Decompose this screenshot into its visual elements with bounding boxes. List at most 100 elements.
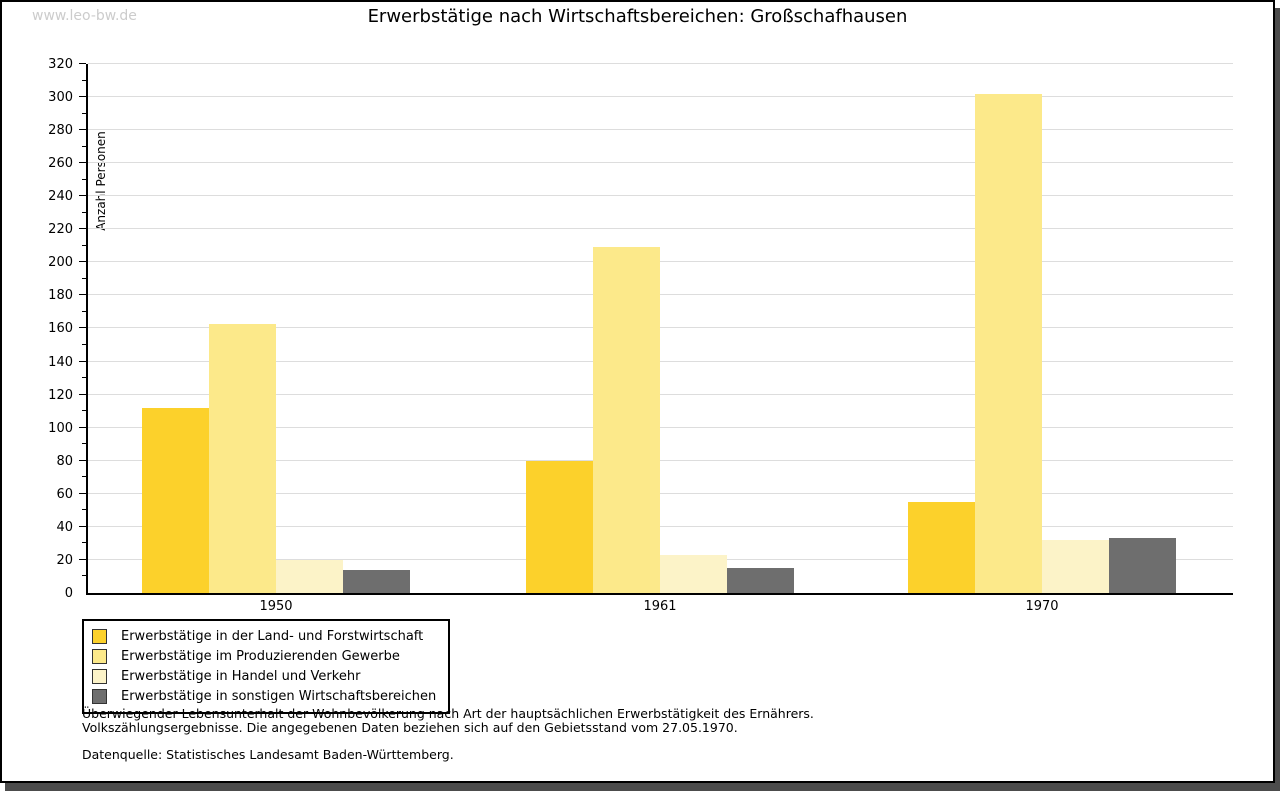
bar-1950-series-4 (343, 570, 410, 593)
legend-item: Erwerbstätige in Handel und Verkehr (92, 666, 436, 686)
bar-1961-series-2 (593, 247, 660, 593)
bar-1970-series-3 (1042, 540, 1109, 593)
legend-box: Erwerbstätige in der Land- und Forstwirt… (82, 619, 451, 714)
y-tick-label: 40 (56, 520, 73, 535)
gridline (88, 195, 1233, 196)
x-tick-label: 1961 (643, 599, 677, 614)
gridline (88, 162, 1233, 163)
y-major-tick (79, 261, 86, 262)
y-minor-tick (82, 113, 86, 114)
y-tick-label: 280 (48, 123, 73, 138)
y-major-tick (79, 460, 86, 461)
y-tick-label: 60 (56, 487, 73, 502)
gridline (88, 361, 1233, 362)
plot-area: Anzahl Personen 0 20 40 60 80 100 120 140 160 180… (48, 57, 1233, 614)
bar-1970-series-2 (975, 94, 1042, 593)
bar-1970-series-1 (908, 502, 975, 593)
bar-1950-series-3 (276, 560, 343, 593)
footnote-line-2: Volkszählungsergebnisse. Die angegebenen… (82, 720, 738, 735)
y-major-tick (79, 493, 86, 494)
y-minor-tick (82, 146, 86, 147)
y-major-tick (79, 63, 86, 64)
data-source: Datenquelle: Statistisches Landesamt Bad… (82, 747, 454, 762)
y-axis-title: Anzahl Personen (94, 131, 108, 231)
y-minor-tick (82, 575, 86, 576)
bar-1950-series-2 (209, 324, 276, 593)
gridline (88, 96, 1233, 97)
y-major-tick (79, 228, 86, 229)
x-tick-label: 1970 (1025, 599, 1059, 614)
y-major-tick (79, 195, 86, 196)
legend-swatch-handel-verkehr-icon (92, 668, 107, 684)
legend-label: Erwerbstätige in der Land- und Forstwirt… (121, 628, 424, 644)
gridline (88, 261, 1233, 262)
gridline (88, 460, 1233, 461)
y-major-tick (79, 559, 86, 560)
y-tick-label: 240 (48, 189, 73, 204)
y-major-tick (79, 96, 86, 97)
legend-item: Erwerbstätige in sonstigen Wirtschaftsbe… (92, 686, 436, 706)
y-major-tick (79, 394, 86, 395)
bar-1961-series-1 (526, 461, 593, 593)
legend-item: Erwerbstätige in der Land- und Forstwirt… (92, 626, 436, 646)
y-minor-tick (82, 278, 86, 279)
y-minor-tick (82, 80, 86, 81)
y-tick-label: 80 (56, 454, 73, 469)
legend-swatch-land-forstwirtschaft-icon (92, 628, 107, 644)
y-tick-label: 180 (48, 288, 73, 303)
bar-1961-series-4 (727, 568, 794, 593)
gridline (88, 327, 1233, 328)
y-major-tick (79, 294, 86, 295)
legend-swatch-produzierendes-gewerbe-icon (92, 648, 107, 664)
y-minor-tick (82, 476, 86, 477)
y-minor-tick (82, 410, 86, 411)
footnote-line-1: Überwiegender Lebensunterhalt der Wohnbe… (82, 706, 814, 721)
gridline (88, 526, 1233, 527)
y-tick-label: 160 (48, 321, 73, 336)
y-tick-label: 20 (56, 553, 73, 568)
y-tick-label: 300 (48, 90, 73, 105)
y-major-tick (79, 162, 86, 163)
bar-1950-series-1 (142, 408, 209, 593)
y-major-tick (79, 526, 86, 527)
y-minor-tick (82, 344, 86, 345)
y-minor-tick (82, 245, 86, 246)
y-tick-label: 100 (48, 421, 73, 436)
y-minor-tick (82, 179, 86, 180)
gridline (88, 228, 1233, 229)
legend-swatch-sonstige-wirtschaftsbereiche-icon (92, 688, 107, 704)
y-tick-label: 220 (48, 222, 73, 237)
y-tick-label: 200 (48, 255, 73, 270)
gridline (88, 129, 1233, 130)
legend-item: Erwerbstätige im Produzierenden Gewerbe (92, 646, 436, 666)
gridline (88, 294, 1233, 295)
y-major-tick (79, 427, 86, 428)
y-minor-tick (82, 509, 86, 510)
y-tick-label: 260 (48, 156, 73, 171)
watermark: www.leo-bw.de (32, 8, 137, 24)
bar-1970-series-4 (1109, 538, 1176, 593)
y-major-tick (79, 129, 86, 130)
y-major-tick (79, 327, 86, 328)
y-minor-tick (82, 212, 86, 213)
y-tick-label: 120 (48, 388, 73, 403)
gridline (88, 493, 1233, 494)
legend-label: Erwerbstätige in Handel und Verkehr (121, 668, 361, 684)
gridline (88, 427, 1233, 428)
gridline (88, 63, 1233, 64)
y-major-tick (79, 361, 86, 362)
y-minor-tick (82, 311, 86, 312)
y-minor-tick (82, 542, 86, 543)
y-tick-label: 320 (48, 57, 73, 72)
legend-label: Erwerbstätige im Produzierenden Gewerbe (121, 648, 400, 664)
legend-label: Erwerbstätige in sonstigen Wirtschaftsbe… (121, 688, 437, 704)
bar-1961-series-3 (660, 555, 727, 593)
y-tick-label: 0 (64, 586, 73, 601)
chart-title: Erwerbstätige nach Wirtschaftsbereichen:… (367, 6, 908, 27)
gridline (88, 394, 1233, 395)
x-tick-label: 1950 (259, 599, 293, 614)
y-minor-tick (82, 443, 86, 444)
y-minor-tick (82, 377, 86, 378)
y-tick-label: 140 (48, 355, 73, 370)
